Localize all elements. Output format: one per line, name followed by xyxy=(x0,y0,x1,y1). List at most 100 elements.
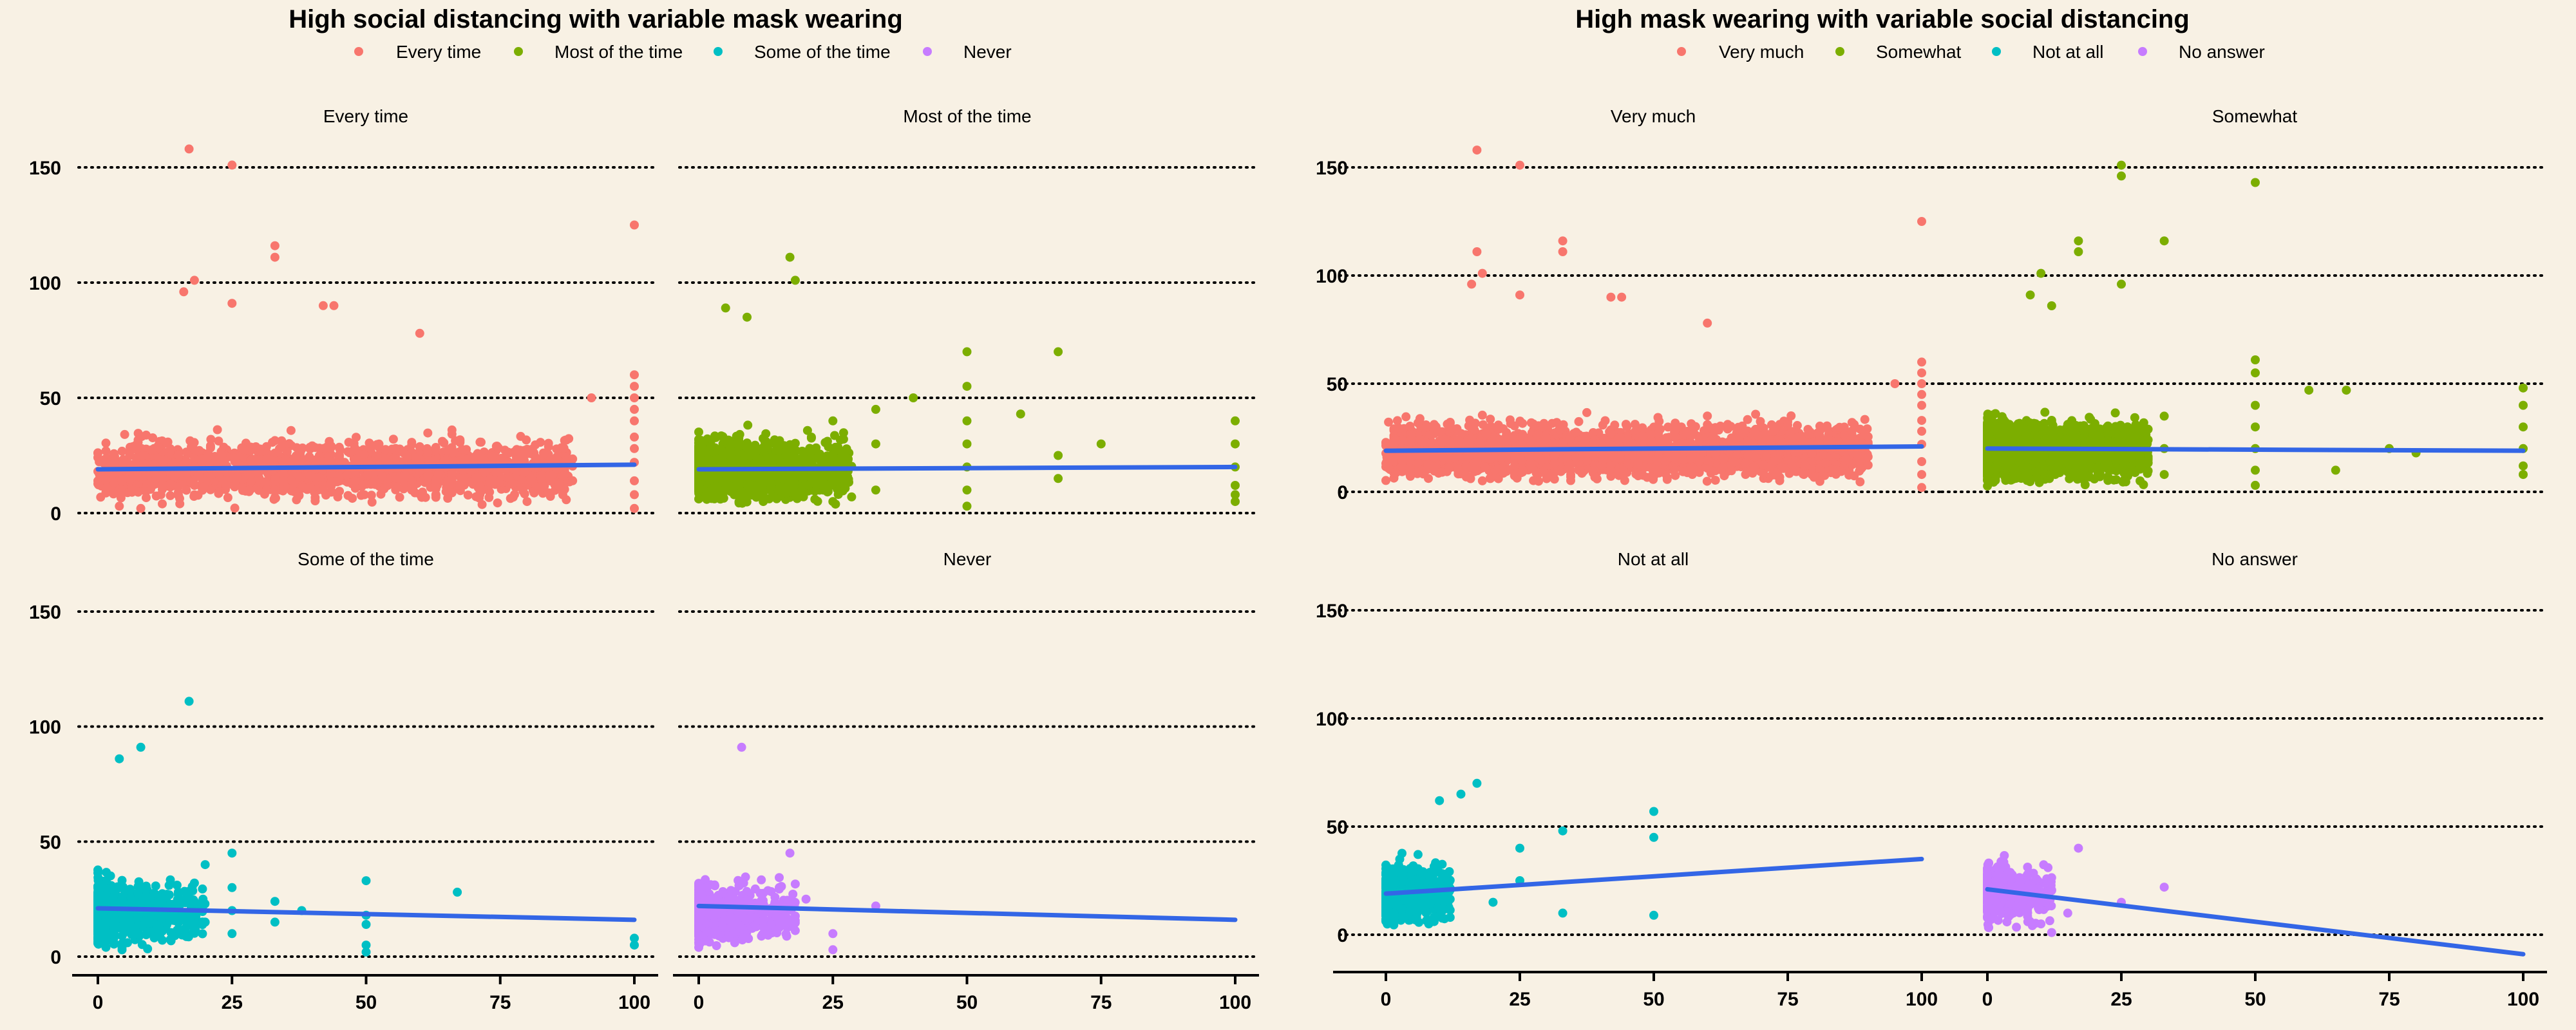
data-point xyxy=(559,471,569,480)
data-point xyxy=(323,455,332,465)
data-point xyxy=(962,501,972,511)
data-point xyxy=(126,475,135,485)
data-point xyxy=(522,497,532,507)
data-point xyxy=(772,441,781,451)
data-point xyxy=(175,499,185,509)
data-point xyxy=(871,485,880,495)
data-point xyxy=(740,494,750,504)
data-point xyxy=(101,942,111,952)
data-point xyxy=(477,500,487,509)
data-point xyxy=(766,479,776,489)
data-point xyxy=(630,503,639,513)
data-point xyxy=(269,494,279,504)
data-point xyxy=(205,441,215,451)
data-point xyxy=(102,868,111,877)
data-point xyxy=(217,451,227,460)
data-point xyxy=(453,887,462,897)
data-point xyxy=(824,442,833,452)
data-point xyxy=(395,492,404,502)
data-point xyxy=(166,479,175,489)
data-point xyxy=(417,492,426,502)
data-point xyxy=(431,443,440,452)
data-point xyxy=(721,303,730,313)
data-point xyxy=(166,491,175,500)
data-point xyxy=(113,882,122,892)
data-point xyxy=(101,476,111,485)
data-point xyxy=(149,888,159,898)
data-point xyxy=(1231,416,1240,426)
data-point xyxy=(842,457,851,467)
data-point xyxy=(142,929,151,939)
data-point xyxy=(375,443,384,453)
data-point xyxy=(327,477,336,487)
data-point xyxy=(376,489,386,499)
data-point xyxy=(539,449,549,459)
data-point xyxy=(101,438,111,448)
data-point xyxy=(352,433,361,442)
data-point xyxy=(318,485,328,495)
data-point xyxy=(361,876,371,886)
figure-1: High social distancing with variable mas… xyxy=(29,5,1260,1013)
data-point xyxy=(230,482,240,492)
data-point xyxy=(407,440,417,449)
data-point xyxy=(366,444,375,453)
data-point xyxy=(815,454,824,464)
data-point xyxy=(423,447,433,457)
data-point xyxy=(536,483,545,493)
data-point xyxy=(356,491,366,500)
data-point xyxy=(179,287,189,297)
data-point xyxy=(282,447,292,456)
data-point xyxy=(158,499,167,509)
data-point xyxy=(126,450,135,460)
panel-label-never: Never xyxy=(943,549,992,569)
data-point xyxy=(184,144,194,154)
data-point xyxy=(412,456,421,465)
figure-1-gridlines xyxy=(77,166,1260,958)
data-point xyxy=(361,947,371,957)
data-point xyxy=(184,697,194,706)
legend-swatch xyxy=(354,47,363,56)
data-point xyxy=(799,449,808,458)
data-point xyxy=(504,448,513,458)
data-point xyxy=(281,454,290,464)
data-point xyxy=(512,467,521,476)
data-point xyxy=(704,491,714,500)
data-point xyxy=(782,442,792,452)
data-point xyxy=(387,444,397,454)
data-point xyxy=(790,879,800,889)
data-point xyxy=(136,503,146,513)
data-point xyxy=(126,918,135,928)
data-point xyxy=(1231,481,1240,490)
data-point xyxy=(694,494,703,504)
data-point xyxy=(254,455,263,464)
data-point xyxy=(93,917,102,926)
data-point xyxy=(151,491,161,501)
data-point xyxy=(395,473,404,483)
panel-label-most-of-the-time: Most of the time xyxy=(903,106,1031,126)
data-point xyxy=(199,482,209,492)
data-point xyxy=(319,444,329,453)
data-point xyxy=(109,478,118,487)
data-point xyxy=(527,476,536,486)
data-point xyxy=(230,503,240,513)
data-point xyxy=(166,875,175,885)
data-point xyxy=(335,487,345,496)
data-point xyxy=(230,453,240,463)
data-point xyxy=(391,453,401,463)
data-point xyxy=(227,848,237,858)
data-point xyxy=(531,453,540,462)
data-point xyxy=(552,444,562,454)
data-point xyxy=(790,450,799,460)
data-point xyxy=(511,446,521,456)
data-point xyxy=(101,446,111,456)
data-point xyxy=(962,347,972,357)
data-point xyxy=(630,476,639,485)
data-point xyxy=(214,436,223,446)
data-point xyxy=(270,241,279,250)
data-point xyxy=(189,445,199,454)
data-point xyxy=(785,252,795,262)
data-point xyxy=(799,473,809,482)
data-point xyxy=(455,480,465,490)
data-point xyxy=(630,416,639,426)
